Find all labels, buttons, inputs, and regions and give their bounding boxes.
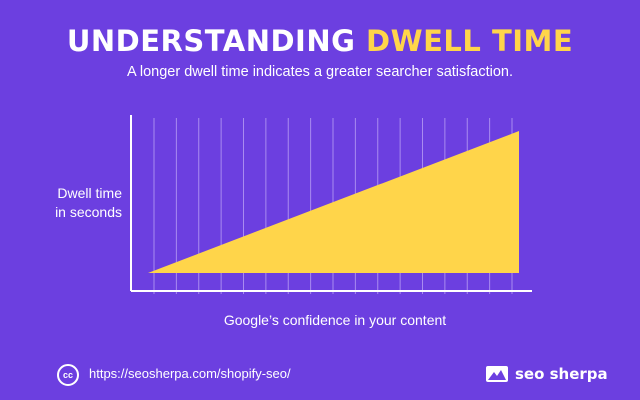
title-part-2: DWELL TIME xyxy=(366,24,574,58)
subtitle: A longer dwell time indicates a greater … xyxy=(126,64,514,80)
page-title: UNDERSTANDING DWELL TIME xyxy=(0,24,640,58)
mountain-flag-icon xyxy=(486,366,508,382)
y-axis-label-line-1: Dwell time xyxy=(57,185,122,201)
x-axis-label: Google’s confidence in your content xyxy=(223,312,447,328)
dwell-time-area xyxy=(148,131,519,273)
y-axis-label: Dwell time in seconds xyxy=(30,184,122,222)
source-link[interactable]: https://seosherpa.com/shopify-seo/ xyxy=(89,366,291,381)
title-part-1: UNDERSTANDING xyxy=(66,24,367,58)
y-axis-label-line-2: in seconds xyxy=(55,204,122,220)
brand-logo: seo sherpa xyxy=(486,363,608,385)
brand-name: seo sherpa xyxy=(515,365,608,383)
chart-axes xyxy=(130,115,532,292)
cc-icon: cc xyxy=(57,364,79,386)
